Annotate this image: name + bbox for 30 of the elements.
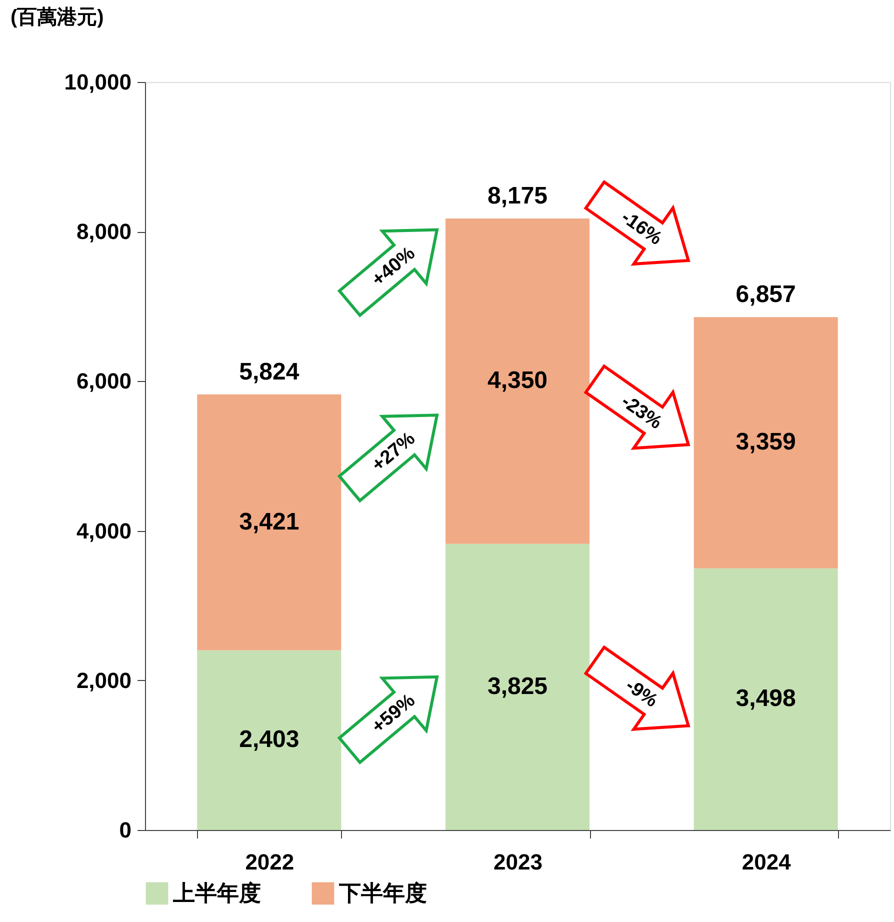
data-label: 4,350 [487, 367, 548, 394]
legend-label: 上半年度 [172, 880, 261, 906]
data-label: 3,825 [487, 672, 548, 700]
legend-label: 下半年度 [338, 880, 427, 906]
bar [197, 650, 342, 830]
x-tick-label: 2023 [494, 850, 542, 874]
y-tick-label: 10,000 [64, 70, 132, 94]
data-label: 2,403 [239, 726, 300, 754]
total-label: 6,857 [736, 281, 796, 308]
data-label: 3,359 [736, 428, 796, 456]
bar [445, 544, 590, 830]
y-axis-title: (百萬港元) [10, 6, 104, 28]
y-tick-label: 2,000 [76, 668, 132, 693]
total-label: 8,175 [487, 182, 548, 210]
y-tick-label: 8,000 [76, 219, 132, 244]
y-tick-label: 4,000 [76, 518, 132, 544]
x-tick-label: 2024 [742, 850, 792, 874]
bar [694, 317, 838, 568]
bar [197, 394, 342, 650]
total-label: 5,824 [239, 358, 300, 386]
annotation: -23% [617, 391, 666, 434]
bar [694, 568, 838, 830]
data-label: 3,498 [736, 685, 796, 712]
annotation: -16% [617, 206, 666, 250]
data-label: 3,421 [239, 508, 300, 536]
bar [445, 218, 590, 544]
y-tick-label: 6,000 [76, 368, 132, 394]
y-tick-label: 0 [119, 818, 132, 842]
annotation: -9% [622, 675, 662, 712]
x-tick-label: 2022 [245, 850, 294, 874]
